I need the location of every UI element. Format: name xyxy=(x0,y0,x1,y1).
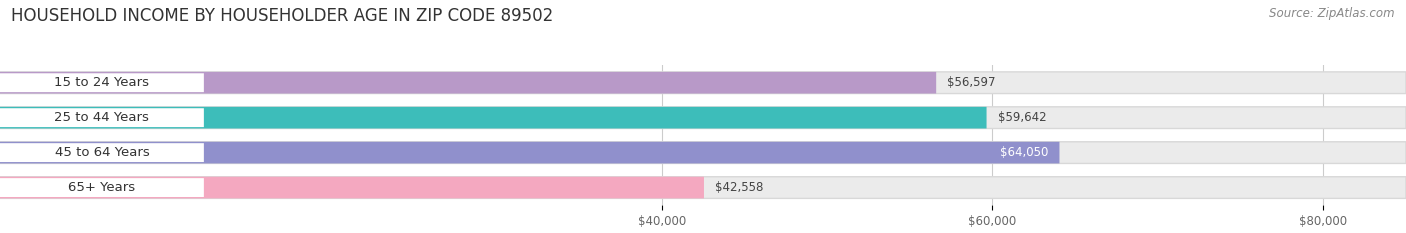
Text: $42,558: $42,558 xyxy=(716,181,763,194)
FancyBboxPatch shape xyxy=(0,108,204,127)
Text: 65+ Years: 65+ Years xyxy=(69,181,135,194)
FancyBboxPatch shape xyxy=(0,107,1406,129)
Text: 25 to 44 Years: 25 to 44 Years xyxy=(55,111,149,124)
Text: Source: ZipAtlas.com: Source: ZipAtlas.com xyxy=(1270,7,1395,20)
FancyBboxPatch shape xyxy=(0,73,204,92)
FancyBboxPatch shape xyxy=(0,72,1406,93)
Text: $64,050: $64,050 xyxy=(1000,146,1049,159)
FancyBboxPatch shape xyxy=(0,72,936,93)
Text: $59,642: $59,642 xyxy=(998,111,1046,124)
FancyBboxPatch shape xyxy=(0,177,704,198)
FancyBboxPatch shape xyxy=(0,107,987,129)
FancyBboxPatch shape xyxy=(0,142,1060,164)
FancyBboxPatch shape xyxy=(0,142,1406,164)
FancyBboxPatch shape xyxy=(0,143,204,162)
Text: HOUSEHOLD INCOME BY HOUSEHOLDER AGE IN ZIP CODE 89502: HOUSEHOLD INCOME BY HOUSEHOLDER AGE IN Z… xyxy=(11,7,554,25)
FancyBboxPatch shape xyxy=(0,177,1406,198)
Text: $56,597: $56,597 xyxy=(948,76,995,89)
FancyBboxPatch shape xyxy=(0,178,204,197)
Text: 45 to 64 Years: 45 to 64 Years xyxy=(55,146,149,159)
Text: 15 to 24 Years: 15 to 24 Years xyxy=(55,76,149,89)
